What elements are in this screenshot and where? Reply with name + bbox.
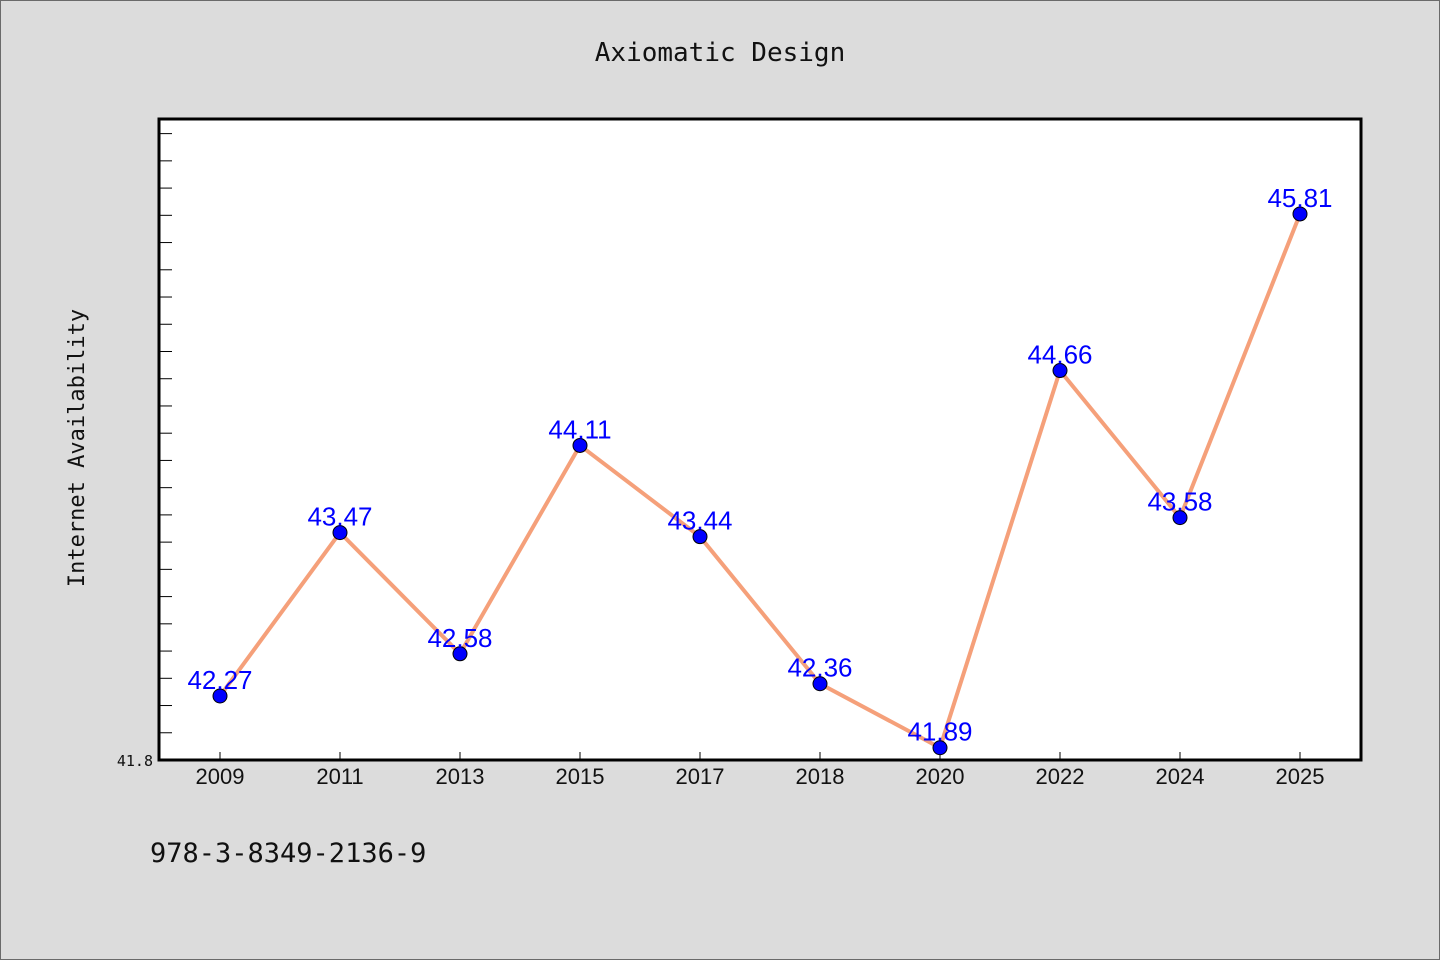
data-label: 41.89 bbox=[907, 717, 972, 747]
y-tick-label-min: 41.8 bbox=[117, 752, 153, 770]
data-point bbox=[812, 676, 828, 692]
series-line-group bbox=[218, 213, 1302, 750]
data-point bbox=[332, 525, 348, 541]
x-tick-label: 2013 bbox=[436, 764, 485, 789]
data-point bbox=[1172, 510, 1188, 526]
x-tick-label: 2022 bbox=[1036, 764, 1085, 789]
y-axis-label: Internet Availability bbox=[65, 309, 90, 587]
data-point bbox=[1052, 363, 1068, 379]
data-point bbox=[452, 646, 468, 662]
data-label: 44.66 bbox=[1027, 340, 1092, 370]
x-tick-label: 2011 bbox=[316, 764, 363, 789]
x-tick-label: 2017 bbox=[676, 764, 725, 789]
data-label: 44.11 bbox=[548, 414, 611, 444]
footer-isbn: 978-3-8349-2136-9 bbox=[150, 838, 426, 869]
data-point bbox=[572, 437, 588, 453]
data-label: 42.27 bbox=[187, 665, 252, 695]
data-label: 43.47 bbox=[307, 502, 372, 532]
data-markers bbox=[212, 206, 1308, 756]
data-point bbox=[1292, 206, 1308, 222]
data-label: 45.81 bbox=[1267, 183, 1332, 213]
data-label: 43.58 bbox=[1147, 487, 1212, 517]
plot-area bbox=[157, 117, 1363, 762]
data-point bbox=[212, 688, 228, 704]
data-label: 43.44 bbox=[667, 506, 732, 536]
x-tick-label: 2024 bbox=[1156, 764, 1205, 789]
x-tick-label: 2015 bbox=[556, 764, 605, 789]
x-axis-tick-labels: 2009 2011 2013 2015 2017 2018 2020 2022 2024 2025 bbox=[196, 764, 1325, 789]
data-label: 42.58 bbox=[427, 623, 492, 653]
chart-title: Axiomatic Design bbox=[595, 38, 845, 68]
x-tick-label: 2009 bbox=[196, 764, 245, 789]
data-point bbox=[932, 740, 948, 756]
series-line bbox=[218, 213, 1302, 750]
y-axis-ticks bbox=[160, 133, 172, 761]
x-tick-label: 2020 bbox=[916, 764, 965, 789]
data-labels: 42.27 43.47 42.58 44.11 43.44 42.36 41.89 44.66… bbox=[187, 183, 1332, 747]
data-label: 42.36 bbox=[787, 653, 852, 683]
x-tick-label: 2025 bbox=[1276, 764, 1325, 789]
x-tick-label: 2018 bbox=[796, 764, 845, 789]
data-point bbox=[692, 529, 708, 545]
x-axis-ticks bbox=[219, 752, 1301, 760]
